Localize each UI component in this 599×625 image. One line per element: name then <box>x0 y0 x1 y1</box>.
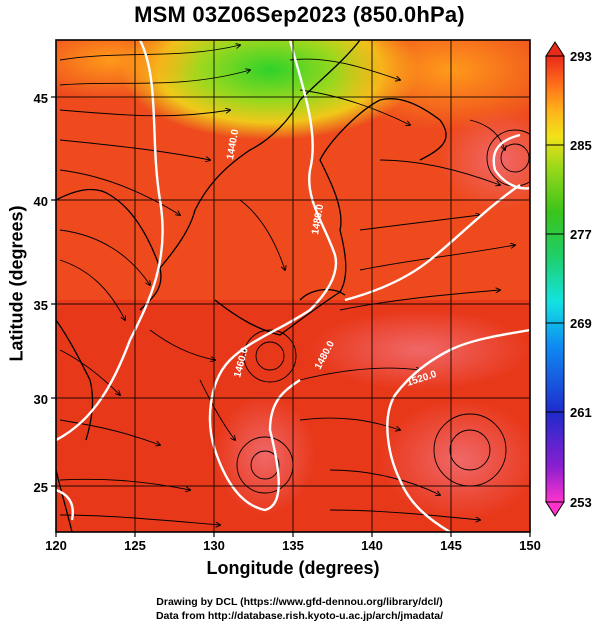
contour-label: 1440.0 <box>225 128 241 160</box>
contour-label: 1480.0 <box>310 203 326 235</box>
y-tick-marks <box>51 96 56 487</box>
colorbar-tick-label: 277 <box>570 227 592 242</box>
x-tick-label: 140 <box>361 538 383 553</box>
x-tick-label: 125 <box>124 538 146 553</box>
y-tick-label: 30 <box>34 392 48 407</box>
gridlines <box>56 40 530 532</box>
x-tick-label: 135 <box>282 538 304 553</box>
temperature-field <box>56 40 530 532</box>
y-tick-label: 35 <box>34 298 48 313</box>
colorbar-tick-label: 293 <box>570 49 592 64</box>
credit-drawing: Drawing by DCL (https://www.gfd-dennou.o… <box>156 596 443 608</box>
x-tick-label: 130 <box>203 538 225 553</box>
colorbar-tick-label: 269 <box>570 316 592 331</box>
map-title: MSM 03Z06Sep2023 (850.0hPa) <box>134 2 465 27</box>
y-tick-label: 40 <box>34 194 48 209</box>
y-tick-labels: 25 30 35 40 45 <box>34 91 48 495</box>
credit-data: Data from http://database.rish.kyoto-u.a… <box>155 610 444 622</box>
x-tick-label: 120 <box>45 538 67 553</box>
colorbar-tick-label: 253 <box>570 495 592 510</box>
x-tick-label: 150 <box>519 538 541 553</box>
coastlines <box>56 40 447 532</box>
x-axis-label: Longitude (degrees) <box>206 558 380 578</box>
colorbar-ramp <box>545 55 565 503</box>
x-tick-labels: 120 125 130 135 140 145 150 <box>45 538 541 553</box>
colorbar: 293 285 277 269 261 253 <box>545 41 592 517</box>
x-tick-marks <box>55 532 531 537</box>
height-contours <box>56 40 530 532</box>
y-tick-label: 45 <box>34 91 48 106</box>
colorbar-tick-label: 261 <box>570 405 592 420</box>
colorbar-bottom-arrow <box>545 501 565 517</box>
x-tick-label: 145 <box>440 538 462 553</box>
y-tick-label: 25 <box>34 480 48 495</box>
y-axis-label: Latitude (degrees) <box>6 205 27 362</box>
colorbar-tick-label: 285 <box>570 138 592 153</box>
colorbar-top-arrow <box>545 41 565 57</box>
